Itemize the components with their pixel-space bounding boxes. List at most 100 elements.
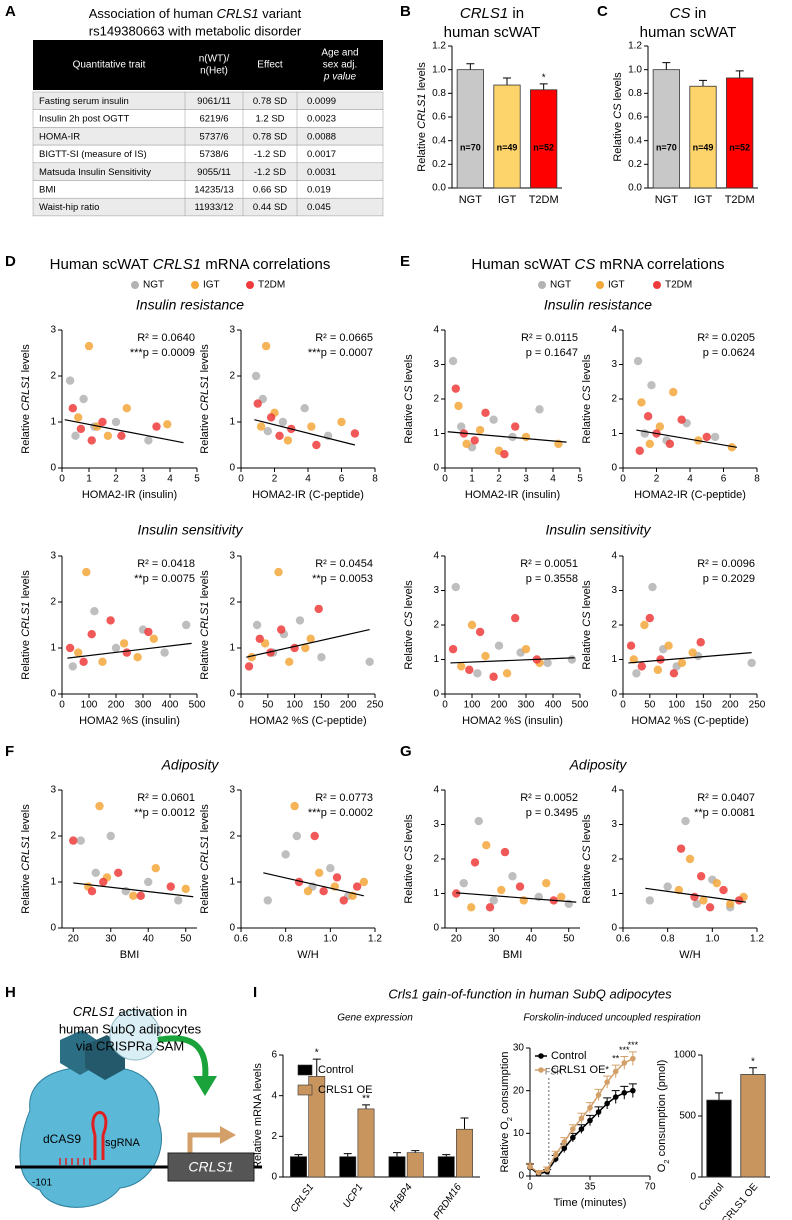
point <box>144 877 153 887</box>
text-part: Relative <box>581 864 593 904</box>
point <box>481 408 490 417</box>
x-tick-label: UCP1 <box>341 1182 365 1210</box>
y-tick-label: 0 <box>50 923 56 934</box>
table-header-bg <box>33 40 383 90</box>
y-tick-label: 1 <box>433 654 439 665</box>
table-cell: 0.0023 <box>307 114 336 125</box>
point <box>612 1094 619 1100</box>
x-tick-label: 150 <box>695 700 712 711</box>
point <box>98 417 107 427</box>
x-tick-label: 70 <box>644 1182 656 1193</box>
y-tick-label: 3 <box>433 585 439 596</box>
text-part: levels <box>199 804 211 833</box>
point <box>149 634 158 643</box>
significance: *** <box>619 1045 630 1055</box>
point <box>474 816 483 826</box>
point <box>119 639 129 648</box>
point <box>727 443 737 452</box>
legend-label: Control <box>318 1064 353 1076</box>
x-tick-label: 4 <box>305 474 311 485</box>
point <box>497 885 506 895</box>
table-cell: 5737/6 <box>199 131 228 142</box>
point <box>275 431 284 440</box>
point <box>314 868 324 877</box>
text-part: Relative <box>403 404 415 444</box>
x-tick-label: 0.8 <box>279 934 293 945</box>
text-part: variant <box>262 6 301 21</box>
point <box>350 429 360 438</box>
x-tick-label: 250 <box>749 700 766 711</box>
text-part: consumption (pmol) <box>656 1060 668 1157</box>
point <box>726 899 735 909</box>
stat-annotation: R² = 0.0640 <box>137 332 195 344</box>
point <box>544 1166 550 1173</box>
x-tick-label: 50 <box>180 934 192 945</box>
y-tick-label: 1.0 <box>432 64 446 75</box>
y-tick-label: 0.4 <box>628 135 642 146</box>
text-part: levels <box>581 354 593 383</box>
table-cell: Fasting serum insulin <box>39 96 129 107</box>
point <box>570 1126 576 1132</box>
y-axis-label: Relative CS levels <box>581 354 593 444</box>
legend-marker <box>131 281 139 289</box>
point <box>122 648 131 657</box>
point <box>621 1060 628 1066</box>
x-tick-label: 50 <box>262 700 274 711</box>
point <box>452 889 461 898</box>
point <box>310 831 319 841</box>
x-tick-label: 0 <box>238 474 244 485</box>
x-axis-label: HOMA2 %S (C-peptide) <box>631 715 748 727</box>
point <box>485 903 495 912</box>
significance: * <box>315 1048 319 1059</box>
point <box>515 882 525 891</box>
point <box>587 1104 593 1111</box>
stat-annotation: R² = 0.0665 <box>315 332 373 344</box>
point <box>535 1169 542 1176</box>
point <box>290 801 299 811</box>
x-axis-label: HOMA2 %S (insulin) <box>79 715 180 727</box>
table-cell: 0.78 SD <box>253 131 287 142</box>
x-tick-label: 40 <box>143 934 155 945</box>
bar <box>456 1128 473 1178</box>
bar <box>456 69 484 189</box>
table-cell: HOMA-IR <box>39 131 80 142</box>
point <box>637 398 646 407</box>
y-tick-label: 3 <box>229 551 235 562</box>
point <box>705 903 715 912</box>
point <box>87 630 96 639</box>
text-part: CRLS1 <box>199 375 211 410</box>
y-tick-label: 0 <box>611 463 617 474</box>
subheading: Adiposity <box>161 757 220 773</box>
sgrna-label: sgRNA <box>105 1137 141 1149</box>
point <box>106 616 115 625</box>
point <box>685 854 695 864</box>
n-label: n=49 <box>693 142 714 152</box>
point <box>561 1139 568 1145</box>
subheading: Insulin sensitivity <box>545 522 651 538</box>
stat-annotation: R² = 0.0205 <box>697 332 755 344</box>
point <box>681 816 690 826</box>
y-tick-label: 2 <box>50 597 56 608</box>
point <box>712 878 721 888</box>
x-tick-label: 2 <box>272 474 278 485</box>
x-axis-label: HOMA2-IR (C-peptide) <box>252 489 364 501</box>
legend-label: IGT <box>203 280 220 291</box>
x-tick-label: 100 <box>81 700 98 711</box>
x-tick-label: 40 <box>526 934 538 945</box>
table-cell: -1.2 SD <box>254 149 286 160</box>
x-tick-label: 30 <box>488 934 500 945</box>
y-axis-label: Relative mRNA levels <box>252 1063 264 1169</box>
x-tick-label: 4 <box>687 474 693 485</box>
y-axis-label: Relative CRLS1 levels <box>20 570 32 680</box>
text-part: levels <box>581 580 593 609</box>
legend-marker <box>538 1067 544 1073</box>
point <box>656 655 665 664</box>
x-axis-label: W/H <box>297 949 318 961</box>
bar <box>726 77 754 189</box>
y-axis-label: Relative CS levels <box>403 354 415 444</box>
legend-label: NGT <box>550 280 571 291</box>
point <box>500 847 510 857</box>
text-part: CRLS1 <box>460 5 508 22</box>
point <box>300 404 309 413</box>
table-cell: 9061/11 <box>197 96 231 107</box>
